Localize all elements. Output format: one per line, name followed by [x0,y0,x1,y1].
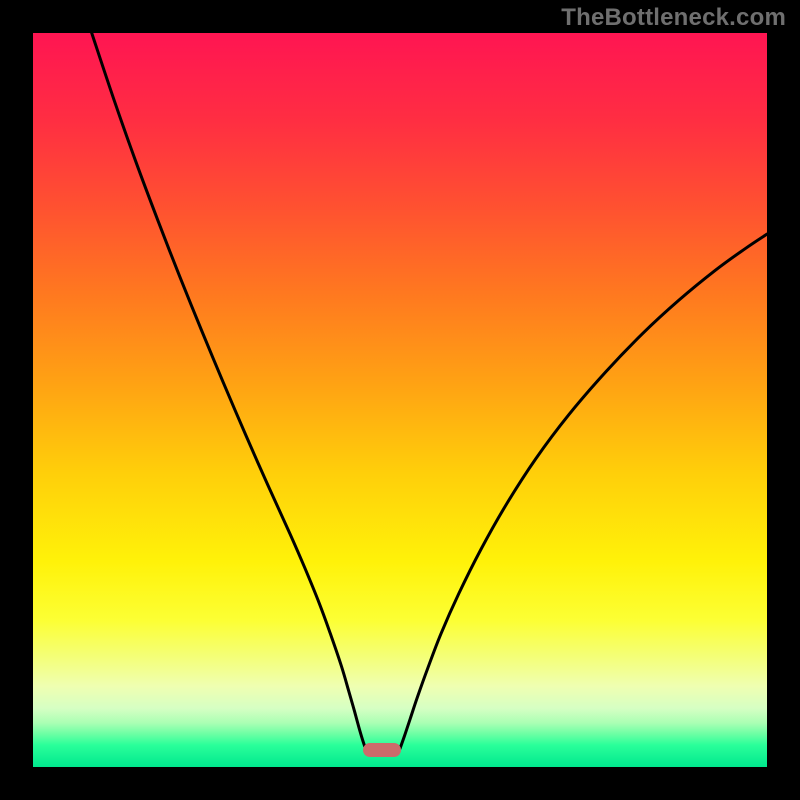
bottleneck-marker [363,743,401,757]
watermark-text: TheBottleneck.com [561,4,786,32]
plot-background [33,33,767,767]
plot-area [33,33,767,767]
chart-canvas: TheBottleneck.com [0,0,800,800]
plot-svg [33,33,767,767]
